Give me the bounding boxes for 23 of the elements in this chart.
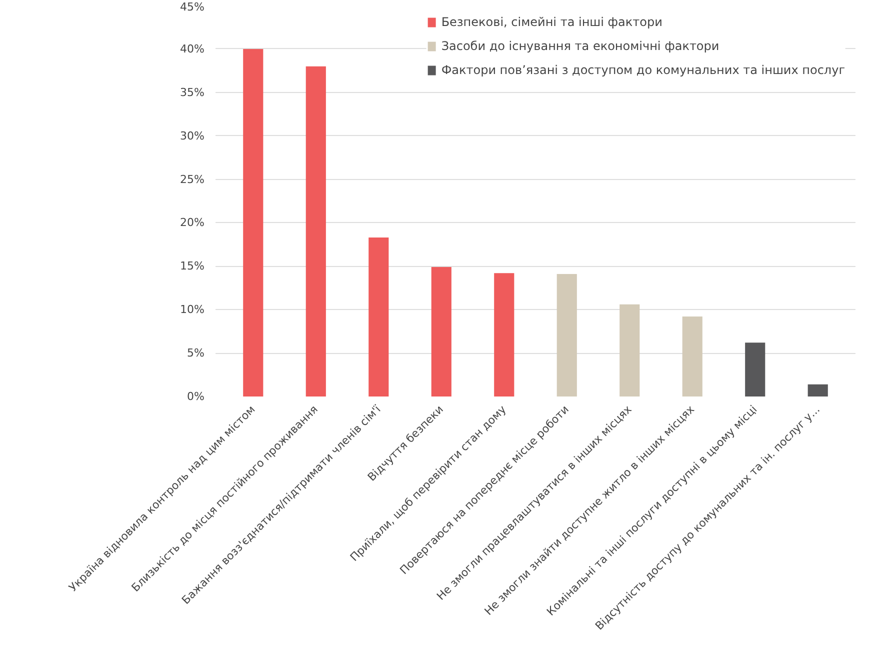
y-tick-label: 35% [180,86,205,99]
y-tick-label: 45% [180,0,205,14]
y-tick-label: 10% [180,303,205,316]
bar [494,273,514,396]
y-tick-label: 5% [187,346,204,360]
bar [620,304,640,396]
bar [306,66,326,396]
bar [682,316,702,396]
y-tick-label: 15% [180,260,205,273]
bar [745,342,766,396]
bar [556,274,577,396]
bar [431,267,452,396]
y-tick-label: 40% [180,42,205,56]
y-tick-label: 0% [187,390,204,403]
legend-label: Фактори пов’язані з доступом до комунальних та інших послуг [441,63,845,77]
legend-label: Безпекові, сімейні та інші фактори [441,15,662,29]
y-tick-label: 30% [180,129,205,142]
y-tick-label: 20% [180,216,205,230]
y-tick-label: 25% [180,172,205,186]
bar [368,237,389,396]
bar [243,48,264,396]
legend-label: Засоби до існування та економічні фактори [441,39,720,53]
bar [808,384,828,396]
